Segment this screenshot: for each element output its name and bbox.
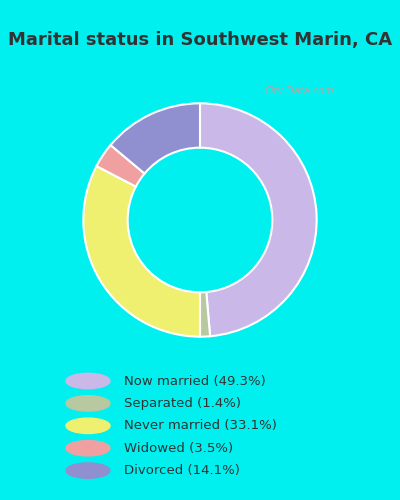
- Text: Now married (49.3%): Now married (49.3%): [124, 374, 266, 388]
- Circle shape: [66, 463, 110, 478]
- Text: Never married (33.1%): Never married (33.1%): [124, 420, 277, 432]
- Circle shape: [66, 396, 110, 411]
- Circle shape: [66, 418, 110, 434]
- Circle shape: [66, 374, 110, 388]
- Text: Separated (1.4%): Separated (1.4%): [124, 397, 241, 410]
- Wedge shape: [200, 104, 317, 336]
- Text: Divorced (14.1%): Divorced (14.1%): [124, 464, 240, 477]
- Circle shape: [66, 440, 110, 456]
- Wedge shape: [200, 292, 210, 337]
- Text: Marital status in Southwest Marin, CA: Marital status in Southwest Marin, CA: [8, 32, 392, 50]
- Wedge shape: [110, 104, 200, 174]
- Text: Widowed (3.5%): Widowed (3.5%): [124, 442, 233, 454]
- Wedge shape: [83, 166, 200, 336]
- Wedge shape: [96, 145, 144, 186]
- Text: City-Data.com: City-Data.com: [265, 86, 334, 96]
